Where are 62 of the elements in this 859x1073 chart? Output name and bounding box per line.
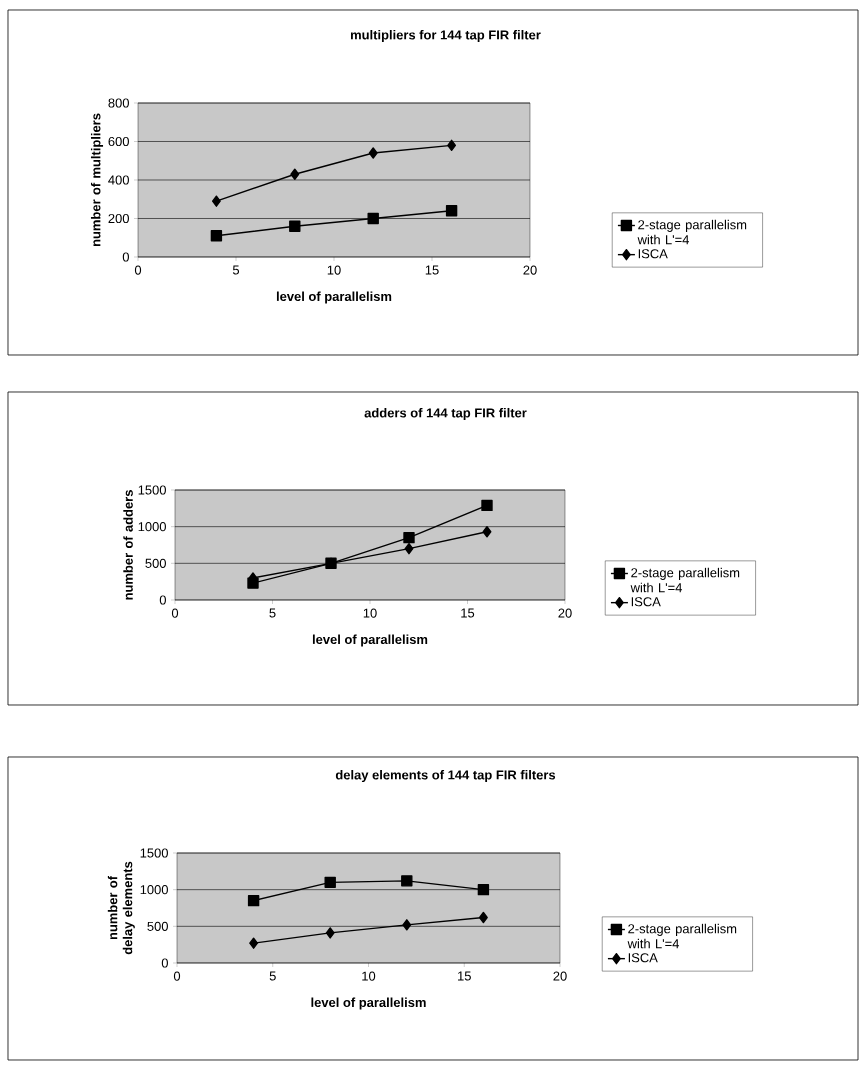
y-tick-label: 1500: [140, 848, 168, 858]
x-axis-title: level of parallelism: [276, 291, 392, 304]
point: [249, 937, 259, 949]
point: [403, 531, 415, 544]
y-tick-label: 0: [161, 958, 168, 968]
y-tick-label: 500: [145, 558, 166, 568]
x-tick-label: 20: [523, 265, 537, 275]
x-tick-label: 10: [362, 971, 376, 981]
legend-label: 2-stage parallelism with L'=4: [637, 219, 747, 245]
point: [211, 195, 221, 207]
y-tick-label: 200: [108, 213, 129, 224]
y-tick-label: 500: [147, 921, 168, 931]
x-tick-label: 15: [458, 971, 471, 981]
point: [447, 139, 457, 152]
chart-title: delay elements of 144 tap FIR filters: [335, 769, 556, 783]
y-axis-title: number of delay elements: [107, 861, 135, 955]
legend-label: ISCA: [628, 953, 658, 963]
point: [210, 230, 223, 242]
y-tick-label: 1500: [138, 485, 166, 495]
x-tick-label: 20: [558, 608, 572, 618]
point: [290, 168, 300, 180]
x-tick-label: 5: [269, 971, 276, 981]
point: [482, 526, 492, 538]
legend-label: 2-stage parallelism with L'=4: [627, 923, 737, 949]
point: [325, 927, 335, 939]
x-tick-label: 5: [269, 608, 276, 618]
y-tick-label: 600: [108, 136, 129, 147]
y-tick-label: 1000: [140, 885, 168, 895]
point: [368, 147, 378, 159]
y-axis-title: number of multipliers: [90, 113, 104, 247]
point: [367, 212, 379, 225]
x-tick-label: 10: [327, 265, 341, 275]
point: [477, 883, 490, 896]
point: [478, 911, 488, 924]
y-axis-title: number of adders: [123, 490, 133, 600]
x-tick-label: 0: [171, 608, 179, 618]
legend-label: ISCA: [638, 249, 668, 259]
chart-title: multipliers for 144 tap FIR filter: [350, 29, 541, 43]
y-tick-label: 400: [108, 175, 129, 185]
point: [402, 919, 412, 931]
point: [289, 220, 301, 232]
point: [401, 875, 413, 887]
x-tick-label: 10: [363, 608, 377, 618]
x-axis-title: level of parallelism: [312, 634, 428, 647]
x-tick-label: 5: [232, 265, 240, 275]
chart-title: adders of 144 tap FIR filter: [364, 407, 527, 421]
legend-label: 2-stage parallelism with L'=4: [630, 567, 740, 593]
x-tick-label: 0: [173, 971, 181, 981]
point: [445, 205, 458, 217]
x-tick-label: 15: [461, 608, 475, 618]
y-tick-label: 800: [108, 98, 129, 108]
y-tick-label: 0: [122, 252, 129, 262]
point: [324, 876, 336, 889]
x-axis-title: level of parallelism: [311, 997, 426, 1010]
y-tick-label: 1000: [138, 522, 166, 532]
x-tick-label: 20: [553, 971, 567, 981]
legend-label: ISCA: [631, 597, 661, 607]
x-tick-label: 15: [425, 265, 439, 275]
point: [481, 499, 493, 512]
point: [404, 542, 414, 555]
y-tick-label: 0: [159, 595, 166, 605]
point: [247, 894, 260, 907]
